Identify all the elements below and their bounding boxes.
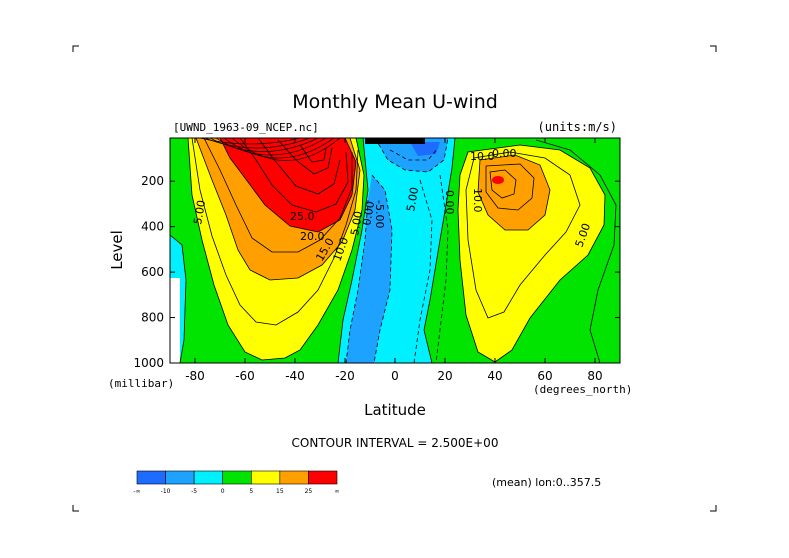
colorbar-level-label: 0 bbox=[221, 488, 225, 495]
y-tick-label: 1000 bbox=[133, 356, 164, 370]
colorbar-level-label: 5 bbox=[249, 488, 253, 495]
x-tick-label: 60 bbox=[537, 369, 552, 383]
colorbar-level-label: ∞ bbox=[335, 488, 340, 495]
y-tick-label: 800 bbox=[141, 311, 164, 325]
x-axis: -80 -60 -40 -20 0 20 40 60 80 bbox=[185, 138, 603, 383]
colorbar-swatch bbox=[193, 470, 224, 485]
colorbar-swatch bbox=[222, 470, 252, 485]
contour-label: 0.00 bbox=[492, 147, 517, 160]
y-units-label: (millibar) bbox=[108, 377, 174, 390]
colorbar-swatch bbox=[250, 470, 281, 485]
isolines bbox=[170, 138, 617, 363]
dataset-label: [UWND_1963-09_NCEP.nc] bbox=[173, 121, 319, 134]
colorbar-level-label: -5 bbox=[191, 488, 197, 495]
polar-jet-isolines bbox=[199, 138, 341, 161]
colorbar-swatch bbox=[308, 470, 338, 485]
contour-interval-text: CONTOUR INTERVAL = 2.500E+00 bbox=[292, 436, 499, 450]
x-tick-label: 80 bbox=[587, 369, 602, 383]
chart-title: Monthly Mean U-wind bbox=[292, 91, 498, 113]
contour-label: 5.00 bbox=[191, 199, 208, 225]
crop-marks bbox=[72, 45, 717, 512]
colorbar: -∞ -10 -5 0 5 15 25 ∞ bbox=[133, 470, 340, 495]
negative-isolines bbox=[345, 138, 449, 363]
fill-neg-5-to-10 bbox=[346, 175, 392, 363]
colorbar-level-label: -10 bbox=[161, 488, 171, 495]
contour-label: 10.0 bbox=[471, 188, 484, 213]
x-tick-label: 40 bbox=[487, 369, 502, 383]
x-tick-label: 20 bbox=[437, 369, 452, 383]
contour-label: 5.00 bbox=[348, 210, 365, 236]
x-axis-label: Latitude bbox=[364, 401, 426, 419]
contour-label: 0.00 bbox=[443, 190, 456, 215]
colorbar-swatch bbox=[165, 470, 195, 485]
x-tick-label: 0 bbox=[391, 369, 399, 383]
zero-isolines bbox=[337, 138, 456, 363]
colorbar-level-label: 15 bbox=[276, 488, 284, 495]
contour-label: 10.0 bbox=[470, 150, 495, 163]
contour-label: -5.00 bbox=[373, 200, 386, 228]
footer-note: (mean) lon:0..357.5 bbox=[492, 476, 601, 489]
y-tick-label: 200 bbox=[141, 174, 164, 188]
colorbar-level-label: 25 bbox=[305, 488, 313, 495]
colorbar-swatch bbox=[279, 470, 309, 485]
missing-data-region bbox=[170, 278, 180, 363]
x-units-label: (degrees_north) bbox=[533, 383, 632, 396]
contour-field bbox=[170, 138, 620, 363]
colorbar-swatch bbox=[136, 470, 166, 485]
units-label: (units:m/s) bbox=[538, 120, 617, 134]
fill-sh-25-plus bbox=[220, 138, 356, 232]
y-axis-label: Level bbox=[108, 230, 126, 270]
contour-label: 20.0 bbox=[300, 230, 325, 243]
contour-label: 5.00 bbox=[404, 186, 421, 212]
x-tick-label: -80 bbox=[185, 369, 205, 383]
fill-neg-10-plus bbox=[410, 142, 440, 156]
y-tick-label: 600 bbox=[141, 265, 164, 279]
contour-label: 25.0 bbox=[290, 210, 315, 223]
contour-label-group: 5.00 20.0 25.0 15.0 10.0 5.00 0.00 -5.00… bbox=[191, 147, 593, 264]
colorbar-level-label: -∞ bbox=[133, 488, 140, 495]
fill-nh-25-plus bbox=[492, 176, 504, 184]
y-axis: 200 400 600 800 1000 bbox=[133, 174, 620, 370]
y-tick-label: 400 bbox=[141, 220, 164, 234]
x-tick-label: -20 bbox=[335, 369, 355, 383]
contour-label: 0.00 bbox=[360, 200, 377, 226]
x-tick-label: -40 bbox=[285, 369, 305, 383]
x-tick-label: -60 bbox=[235, 369, 255, 383]
